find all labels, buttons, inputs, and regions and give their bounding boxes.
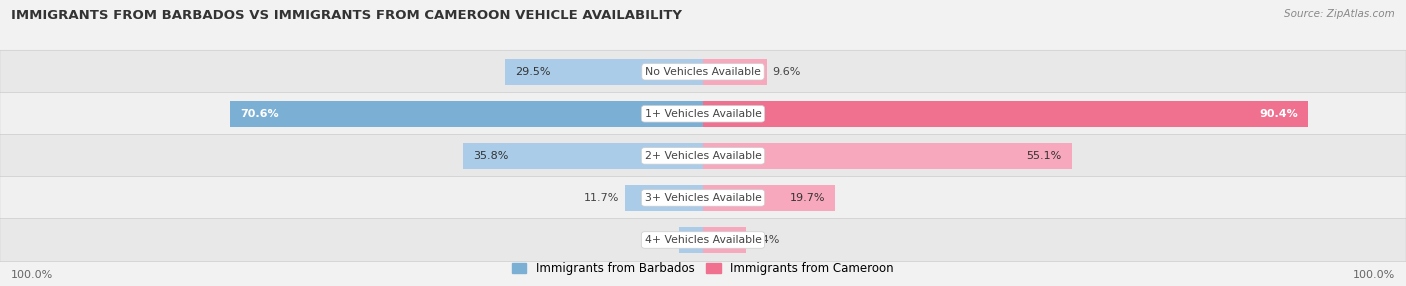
- Bar: [703, 101, 1308, 127]
- Text: No Vehicles Available: No Vehicles Available: [645, 67, 761, 77]
- Bar: [703, 227, 745, 253]
- FancyBboxPatch shape: [0, 50, 1406, 93]
- Text: 4+ Vehicles Available: 4+ Vehicles Available: [644, 235, 762, 245]
- Text: 29.5%: 29.5%: [516, 67, 551, 77]
- FancyBboxPatch shape: [0, 134, 1406, 177]
- Text: IMMIGRANTS FROM BARBADOS VS IMMIGRANTS FROM CAMEROON VEHICLE AVAILABILITY: IMMIGRANTS FROM BARBADOS VS IMMIGRANTS F…: [11, 9, 682, 21]
- Text: 55.1%: 55.1%: [1026, 151, 1062, 161]
- Text: 35.8%: 35.8%: [474, 151, 509, 161]
- Text: 2+ Vehicles Available: 2+ Vehicles Available: [644, 151, 762, 161]
- Text: 3.6%: 3.6%: [645, 235, 673, 245]
- Bar: [506, 59, 703, 85]
- Text: 90.4%: 90.4%: [1260, 109, 1298, 119]
- Bar: [464, 143, 703, 169]
- Text: 100.0%: 100.0%: [1353, 270, 1395, 279]
- FancyBboxPatch shape: [0, 92, 1406, 135]
- Bar: [703, 185, 835, 211]
- Bar: [679, 227, 703, 253]
- Bar: [703, 143, 1071, 169]
- FancyBboxPatch shape: [0, 176, 1406, 219]
- Text: 11.7%: 11.7%: [583, 193, 619, 203]
- Text: 6.4%: 6.4%: [751, 235, 779, 245]
- FancyBboxPatch shape: [0, 219, 1406, 261]
- Bar: [231, 101, 703, 127]
- Text: 100.0%: 100.0%: [11, 270, 53, 279]
- Bar: [624, 185, 703, 211]
- Legend: Immigrants from Barbados, Immigrants from Cameroon: Immigrants from Barbados, Immigrants fro…: [508, 258, 898, 280]
- Text: 1+ Vehicles Available: 1+ Vehicles Available: [644, 109, 762, 119]
- Text: 3+ Vehicles Available: 3+ Vehicles Available: [644, 193, 762, 203]
- Text: Source: ZipAtlas.com: Source: ZipAtlas.com: [1284, 9, 1395, 19]
- Text: 9.6%: 9.6%: [773, 67, 801, 77]
- Text: 19.7%: 19.7%: [789, 193, 825, 203]
- Text: 70.6%: 70.6%: [240, 109, 278, 119]
- Bar: [703, 59, 768, 85]
